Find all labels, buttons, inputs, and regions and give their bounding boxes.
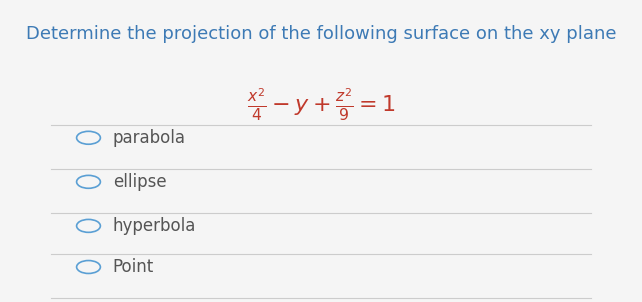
Text: parabola: parabola <box>113 129 186 147</box>
Text: Point: Point <box>113 258 154 276</box>
Text: $\frac{x^2}{4} - y + \frac{z^2}{9} = 1$: $\frac{x^2}{4} - y + \frac{z^2}{9} = 1$ <box>247 86 395 123</box>
Text: hyperbola: hyperbola <box>113 217 196 235</box>
Text: ellipse: ellipse <box>113 173 166 191</box>
Text: Determine the projection of the following surface on the xy plane: Determine the projection of the followin… <box>26 25 616 43</box>
